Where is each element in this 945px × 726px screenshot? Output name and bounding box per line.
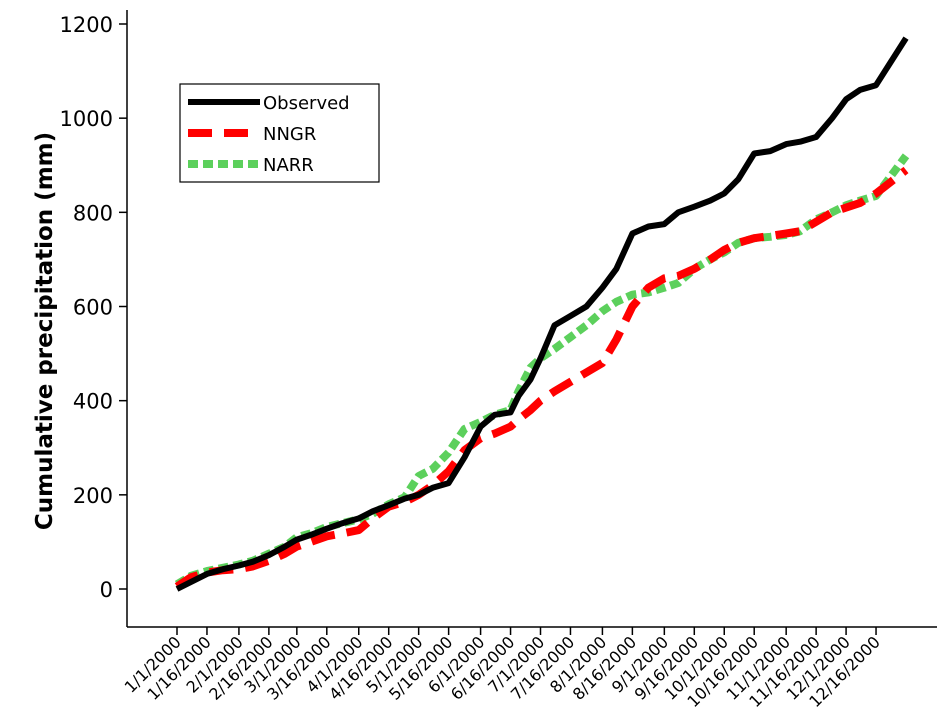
- legend-label-observed: Observed: [263, 93, 350, 114]
- series-layer: [174, 36, 910, 592]
- y-tick-label: 200: [73, 484, 113, 508]
- legend-label-nngr: NNGR: [263, 124, 316, 145]
- y-tick-label: 600: [73, 296, 113, 320]
- legend: Observed NNGR NARR: [179, 83, 380, 183]
- y-tick-label: 1200: [60, 13, 113, 37]
- legend-label-narr: NARR: [263, 155, 314, 176]
- y-tick-label: 800: [73, 201, 113, 225]
- series-line-observed: [175, 36, 909, 592]
- y-tick-label: 0: [100, 578, 113, 602]
- x-axis: 1/1/20001/16/20002/1/20002/16/20003/1/20…: [121, 626, 937, 711]
- series-line-narr: [174, 153, 910, 588]
- y-tick-label: 1000: [60, 107, 113, 131]
- y-axis-label: Cumulative precipitation (mm): [32, 132, 58, 530]
- series-line-nngr: [174, 166, 909, 590]
- y-axis: 0 200 400 600 800 1000 1200: [60, 10, 128, 627]
- y-tick-label: 400: [73, 390, 113, 414]
